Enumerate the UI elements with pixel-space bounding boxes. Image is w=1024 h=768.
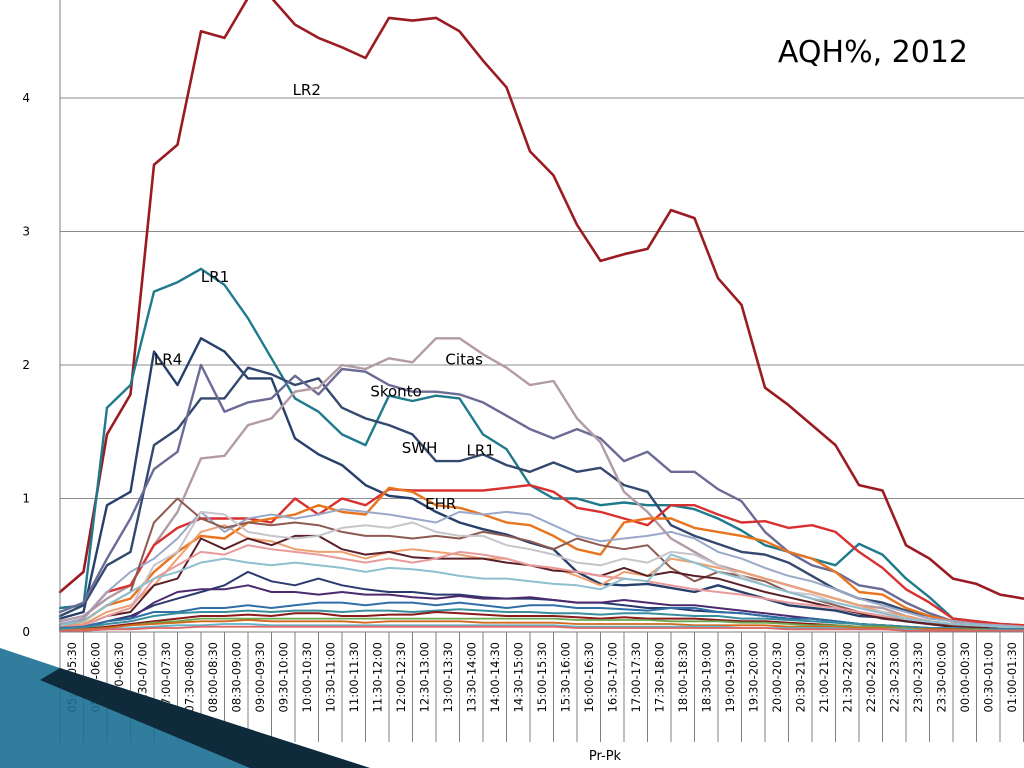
x-tick-label: 17:00-17:30 <box>629 642 643 712</box>
x-tick-label: 00:00-00:30 <box>958 642 972 712</box>
x-tick-label: 16:30-17:00 <box>606 642 620 712</box>
series-line-12 <box>59 534 1024 631</box>
series-line-19 <box>59 608 1024 631</box>
x-tick-label: 16:00-16:30 <box>582 642 596 712</box>
series-line-24 <box>59 625 1024 632</box>
y-tick-label: 0 <box>22 625 30 639</box>
x-tick-label: 14:00-14:30 <box>488 642 502 712</box>
x-tick-label: 22:00-22:30 <box>864 642 878 712</box>
series-line-15 <box>59 553 1024 629</box>
series-line-6 <box>58 337 1024 630</box>
series-line-10 <box>59 508 1024 628</box>
series-lines <box>58 0 1024 632</box>
y-tick-label: 2 <box>22 358 30 372</box>
x-tick-label: 17:30-18:00 <box>653 642 667 712</box>
x-tick-label: 23:30-00:00 <box>935 642 949 712</box>
line-label: Citas <box>445 351 483 369</box>
y-axis-ticks: 0 1 2 3 4 <box>22 91 30 639</box>
x-tick-label: 20:00-20:30 <box>770 642 784 712</box>
x-tick-label: 23:00-23:30 <box>911 642 925 712</box>
x-tick-label: 18:00-18:30 <box>676 642 690 712</box>
x-tick-label: 22:30-23:00 <box>888 642 902 712</box>
x-tick-label: 21:30-22:00 <box>841 642 855 712</box>
chart-title: AQH%, 2012 <box>778 35 968 70</box>
x-tick-label: 18:30-19:00 <box>700 642 714 712</box>
series-line-7 <box>58 483 1024 627</box>
x-tick-label: 08:00-08:30 <box>206 642 220 712</box>
x-tick-label: 11:30-12:00 <box>371 642 385 712</box>
series-line-22 <box>59 619 1024 632</box>
line-label: LR4 <box>154 351 182 369</box>
series-line-2 <box>58 267 1024 627</box>
gridlines <box>60 97 1024 499</box>
x-tick-label: 01:00-01:30 <box>1005 642 1019 712</box>
series-line-1 <box>58 0 1024 600</box>
x-tick-label: 20:30-21:00 <box>794 642 808 712</box>
x-tick-label: 12:30-13:00 <box>418 642 432 712</box>
x-tick-label: 15:30-16:00 <box>559 642 573 712</box>
series-line-21 <box>59 617 1024 632</box>
x-tick-label: 07:30-08:00 <box>183 642 197 712</box>
line-label: EHR <box>425 495 456 513</box>
y-tick-label: 1 <box>22 492 30 506</box>
x-tick-label: 09:00-09:30 <box>253 642 267 712</box>
x-tick-label: 07:00-07:30 <box>159 642 173 712</box>
x-tick-label: 14:30-15:00 <box>512 642 526 712</box>
series-line-8 <box>58 486 1024 628</box>
decorative-corner-swoosh-dark <box>40 668 370 768</box>
x-tick-label: 08:30-09:00 <box>230 642 244 712</box>
x-tick-label: 21:00-21:30 <box>817 642 831 712</box>
x-tick-label: 19:00-19:30 <box>723 642 737 712</box>
decorative-corner-swoosh <box>0 648 370 768</box>
line-label: Skonto <box>370 383 421 401</box>
x-tick-label: 00:30-01:00 <box>982 642 996 712</box>
x-axis: 05:00-05:3005:30-06:0006:00-06:3006:30-0… <box>59 0 1024 742</box>
y-tick-label: 3 <box>22 225 30 239</box>
line-label: LR2 <box>293 81 321 99</box>
x-tick-label: 11:00-11:30 <box>347 642 361 712</box>
series-line-5 <box>58 363 1024 628</box>
x-tick-label: 12:00-12:30 <box>394 642 408 712</box>
x-tick-label: 15:00-15:30 <box>535 642 549 712</box>
y-tick-label: 4 <box>22 91 30 105</box>
x-tick-label: 13:30-14:00 <box>465 642 479 712</box>
x-tick-label: 10:00-10:30 <box>300 642 314 712</box>
line-label: LR1 <box>201 268 229 286</box>
x-tick-label: 13:00-13:30 <box>441 642 455 712</box>
line-label: LR1 <box>466 441 494 459</box>
x-tick-label: 10:30-11:00 <box>324 642 338 712</box>
series-line-14 <box>59 544 1024 629</box>
x-tick-label: 19:30-20:00 <box>747 642 761 712</box>
x-tick-label: 09:30-10:00 <box>277 642 291 712</box>
line-label: SWH <box>402 439 438 457</box>
line-labels: LR2 LR1 LR4 Citas Skonto SWH LR1 EHR <box>154 81 495 513</box>
x-axis-label: Pr-Pk <box>589 749 622 764</box>
